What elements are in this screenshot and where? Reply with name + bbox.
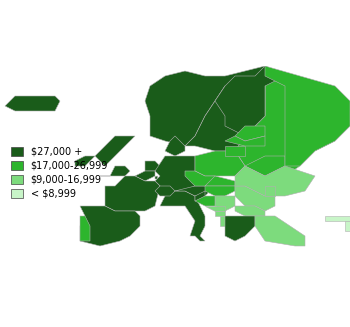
Polygon shape	[215, 196, 235, 211]
Polygon shape	[345, 221, 350, 231]
Polygon shape	[185, 171, 215, 186]
Polygon shape	[160, 191, 205, 241]
Polygon shape	[145, 161, 160, 171]
Polygon shape	[245, 156, 285, 176]
Polygon shape	[95, 136, 135, 166]
Polygon shape	[195, 191, 205, 201]
Polygon shape	[80, 206, 140, 246]
Polygon shape	[220, 216, 225, 226]
Polygon shape	[235, 206, 265, 216]
Polygon shape	[225, 216, 235, 221]
Polygon shape	[265, 186, 275, 196]
Polygon shape	[165, 136, 185, 156]
Polygon shape	[135, 171, 155, 181]
Polygon shape	[185, 86, 265, 151]
Polygon shape	[145, 66, 265, 146]
Polygon shape	[205, 176, 235, 186]
Polygon shape	[255, 216, 305, 246]
Polygon shape	[155, 156, 195, 191]
Polygon shape	[100, 166, 130, 176]
Polygon shape	[225, 136, 265, 146]
Polygon shape	[225, 216, 255, 241]
Polygon shape	[325, 216, 350, 221]
Polygon shape	[75, 156, 95, 166]
Polygon shape	[235, 66, 350, 176]
Polygon shape	[5, 96, 60, 111]
Polygon shape	[195, 151, 245, 176]
Polygon shape	[175, 186, 210, 196]
Polygon shape	[225, 146, 245, 156]
Polygon shape	[215, 211, 225, 216]
Polygon shape	[215, 66, 285, 136]
Polygon shape	[205, 206, 225, 211]
Polygon shape	[235, 186, 275, 211]
Polygon shape	[235, 166, 315, 196]
Polygon shape	[105, 176, 160, 211]
Polygon shape	[155, 176, 158, 179]
Polygon shape	[155, 186, 175, 196]
Polygon shape	[265, 66, 350, 166]
Legend: $27,000 +, $17,000-26,999, $9,000-16,999, < $8,999: $27,000 +, $17,000-26,999, $9,000-16,999…	[8, 144, 111, 201]
Polygon shape	[235, 126, 265, 141]
Polygon shape	[205, 186, 235, 196]
Polygon shape	[80, 216, 90, 241]
Polygon shape	[195, 196, 215, 206]
